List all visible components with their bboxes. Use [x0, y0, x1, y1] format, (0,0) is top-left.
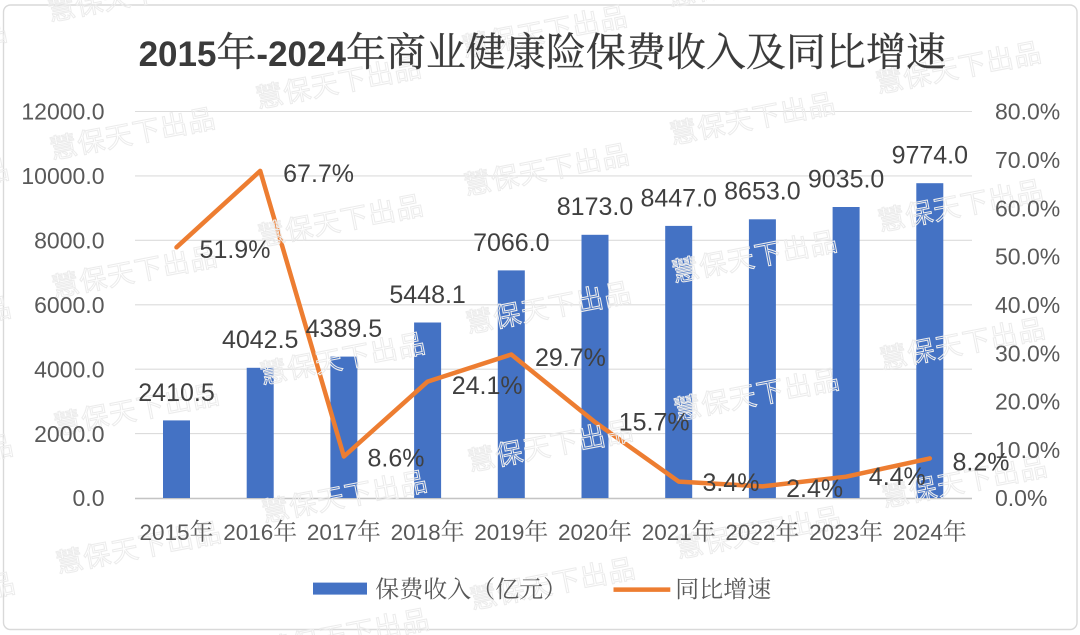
svg-text:2410.5: 2410.5 — [138, 379, 214, 407]
svg-text:15.7%: 15.7% — [619, 409, 690, 437]
svg-text:2000.0: 2000.0 — [34, 421, 104, 447]
svg-text:8.6%: 8.6% — [368, 444, 425, 472]
svg-text:2015: 2015 — [140, 520, 190, 545]
svg-text:2018: 2018 — [391, 520, 441, 545]
svg-text:80.0%: 80.0% — [995, 99, 1060, 125]
svg-text:0.0%: 0.0% — [995, 485, 1047, 511]
svg-text:8000.0: 8000.0 — [34, 228, 104, 254]
svg-text:8653.0: 8653.0 — [724, 178, 800, 206]
svg-text:2023: 2023 — [809, 520, 859, 545]
svg-text:5448.1: 5448.1 — [389, 281, 465, 309]
svg-text:4.4%: 4.4% — [869, 463, 926, 491]
svg-text:70.0%: 70.0% — [995, 147, 1060, 173]
svg-text:2022: 2022 — [725, 520, 775, 545]
svg-text:9035.0: 9035.0 — [808, 165, 884, 193]
svg-text:50.0%: 50.0% — [995, 244, 1060, 270]
svg-text:51.9%: 51.9% — [200, 236, 271, 264]
svg-text:8173.0: 8173.0 — [557, 193, 633, 221]
svg-text:2021: 2021 — [642, 520, 692, 545]
svg-text:8447.0: 8447.0 — [640, 184, 716, 212]
svg-text:30.0%: 30.0% — [995, 340, 1060, 366]
svg-text:10000.0: 10000.0 — [21, 163, 104, 189]
svg-text:10.0%: 10.0% — [995, 437, 1060, 463]
svg-text:4389.5: 4389.5 — [306, 315, 382, 343]
svg-text:7066.0: 7066.0 — [473, 229, 549, 257]
svg-text:29.7%: 29.7% — [535, 344, 606, 372]
svg-text:4000.0: 4000.0 — [34, 356, 104, 382]
svg-text:2017: 2017 — [307, 520, 357, 545]
svg-text:9774.0: 9774.0 — [892, 142, 968, 170]
svg-text:8.2%: 8.2% — [953, 449, 1010, 477]
svg-text:60.0%: 60.0% — [995, 195, 1060, 221]
svg-text:2024: 2024 — [268, 35, 346, 74]
svg-text:2019: 2019 — [474, 520, 524, 545]
svg-text:2020: 2020 — [558, 520, 608, 545]
svg-text:3.4%: 3.4% — [703, 469, 760, 497]
svg-text:2016: 2016 — [223, 520, 273, 545]
svg-text:2.4%: 2.4% — [786, 475, 843, 503]
svg-text:0.0: 0.0 — [73, 485, 105, 511]
svg-text:4042.5: 4042.5 — [222, 326, 298, 354]
svg-text:-: - — [256, 35, 268, 74]
svg-text:40.0%: 40.0% — [995, 292, 1060, 318]
svg-text:2015: 2015 — [139, 35, 217, 74]
svg-text:67.7%: 67.7% — [283, 160, 354, 188]
svg-text:2024: 2024 — [893, 520, 943, 545]
svg-text:6000.0: 6000.0 — [34, 292, 104, 318]
svg-text:24.1%: 24.1% — [452, 372, 523, 400]
svg-text:20.0%: 20.0% — [995, 389, 1060, 415]
svg-text:12000.0: 12000.0 — [21, 99, 104, 125]
